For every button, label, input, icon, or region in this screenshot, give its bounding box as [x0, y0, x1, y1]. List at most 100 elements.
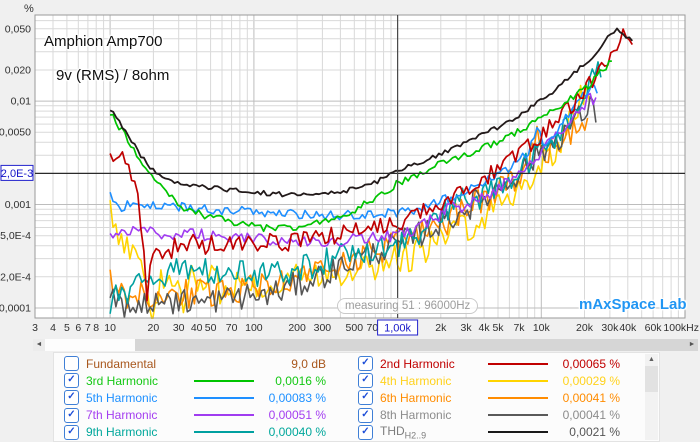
x-tick-label: 5 [64, 322, 70, 334]
x-tick-label: 200 [288, 322, 306, 334]
x-tick-label: 100kHz [663, 322, 699, 334]
y-tick-label: 0,050 [5, 23, 31, 35]
legend-value: 0,00041 % [562, 390, 620, 405]
legend-row: ✓ 3rd Harmonic 0,0016 % ✓ 4th Harmonic 0… [58, 372, 643, 389]
legend-value: 0,00040 % [268, 425, 326, 440]
series-9th-harmonic [109, 61, 602, 314]
legend-line-sample [488, 396, 548, 399]
legend-label: 2nd Harmonic [380, 356, 455, 371]
legend-line-sample [488, 362, 548, 365]
legend-row: Fundamental 9,0 dB ✓ 2nd Harmonic 0,0006… [58, 355, 643, 372]
legend-row: ✓ 9th Harmonic 0,00040 % ✓ THDH2..9 0,00… [58, 424, 643, 441]
measuring-status-tooltip: measuring 51 : 96000Hz [337, 298, 479, 314]
legend-line-sample [194, 396, 254, 399]
horizontal-scrollbar[interactable]: ◄ ► [33, 339, 698, 351]
fundamental-checkbox[interactable] [64, 356, 79, 372]
legend-label: 8th Harmonic [380, 408, 452, 423]
y-tick-label: 0,020 [5, 65, 31, 77]
x-tick-label: 40k [619, 322, 637, 334]
legend-item-9th-harmonic: ✓ 9th Harmonic 0,00040 % [58, 424, 352, 440]
x-tick-label: 6 [75, 322, 81, 334]
x-tick-label: 5k [492, 322, 504, 334]
legend-panel: Fundamental 9,0 dB ✓ 2nd Harmonic 0,0006… [53, 352, 660, 442]
plot-area[interactable] [35, 15, 685, 318]
x-tick-label: 4 [50, 322, 56, 334]
thd-subscript: H2..9 [404, 430, 427, 441]
9th-harmonic-checkbox[interactable]: ✓ [64, 424, 79, 440]
legend-label: 5th Harmonic [86, 390, 158, 405]
x-tick-label: 100 [245, 322, 263, 334]
x-tick-label: 300 [314, 322, 332, 334]
4th-harmonic-checkbox[interactable]: ✓ [358, 373, 373, 389]
legend-label: 9th Harmonic [86, 425, 158, 440]
y-tick-label: 0,0001 [0, 303, 31, 315]
legend-rows: Fundamental 9,0 dB ✓ 2nd Harmonic 0,0006… [58, 355, 643, 441]
legend-item-6th-harmonic: ✓ 6th Harmonic 0,00041 % [352, 390, 620, 406]
legend-row: ✓ 5th Harmonic 0,00083 % ✓ 6th Harmonic … [58, 389, 643, 406]
2nd-harmonic-checkbox[interactable]: ✓ [358, 356, 373, 372]
lab-watermark: mAxSpace Lab [579, 296, 687, 313]
distortion-chart-canvas[interactable]: 3 4 5 6 7 8 10 20 30 40 50 70 100 200 300 500 700 2k 3k 4k 5… [0, 0, 700, 338]
3rd-harmonic-checkbox[interactable]: ✓ [64, 373, 79, 389]
x-tick-label: 4k [479, 322, 491, 334]
legend-line-sample [194, 379, 254, 382]
legend-item-5th-harmonic: ✓ 5th Harmonic 0,00083 % [58, 390, 352, 406]
legend-label: 4th Harmonic [380, 373, 452, 388]
x-tick-label: 40 [191, 322, 203, 334]
legend-item-7th-harmonic: ✓ 7th Harmonic 0,00051 % [58, 407, 352, 423]
6th-harmonic-checkbox[interactable]: ✓ [358, 390, 373, 406]
legend-item-fundamental: Fundamental 9,0 dB [58, 356, 352, 372]
thd-checkbox[interactable]: ✓ [358, 424, 373, 440]
x-tick-label: 60k [645, 322, 663, 334]
series-2nd-harmonic [109, 28, 634, 302]
8th-harmonic-checkbox[interactable]: ✓ [358, 407, 373, 423]
cursor-freq-label: 1,00k [384, 323, 411, 335]
legend-value: 0,00051 % [268, 408, 326, 423]
legend-vertical-scrollbar[interactable]: ▲ [645, 354, 658, 440]
x-tick-label: 20 [148, 322, 160, 334]
x-tick-label: 30k [601, 322, 619, 334]
y-tick-label: 0,01 [11, 96, 32, 108]
horizontal-scroll-thumb[interactable] [45, 339, 135, 351]
legend-row: ✓ 7th Harmonic 0,00051 % ✓ 8th Harmonic … [58, 407, 643, 424]
x-tick-label: 3 [32, 322, 38, 334]
legend-label: 3rd Harmonic [86, 373, 159, 388]
x-tick-label: 10 [104, 322, 116, 334]
legend-value: 0,00083 % [268, 390, 326, 405]
scroll-up-arrow-icon[interactable]: ▲ [648, 356, 655, 363]
x-tick-label: 50 [205, 322, 217, 334]
legend-value: 0,00041 % [562, 408, 620, 423]
legend-value: 0,0016 % [275, 373, 326, 388]
5th-harmonic-checkbox[interactable]: ✓ [64, 390, 79, 406]
y-tick-label: 2,0E-4 [0, 271, 31, 283]
x-tick-label: 30 [173, 322, 185, 334]
legend-value: 0,0021 % [569, 425, 620, 440]
cursor-value-box [0, 164, 34, 181]
legend-line-sample [488, 379, 548, 382]
scroll-left-arrow-icon[interactable]: ◄ [33, 339, 45, 351]
legend-line-sample [194, 431, 254, 434]
legend-line-sample [194, 363, 254, 365]
x-tick-label: 20k [576, 322, 594, 334]
legend-label: Fundamental [86, 356, 157, 371]
x-tick-label: 7 [85, 322, 91, 334]
7th-harmonic-checkbox[interactable]: ✓ [64, 407, 79, 423]
chart-title: Amphion Amp700 [44, 33, 163, 50]
y-tick-label: 0,0050 [0, 127, 31, 139]
y-axis-unit-label: % [24, 3, 34, 15]
series-3rd-harmonic [109, 60, 612, 233]
x-tick-label: 500 [346, 322, 364, 334]
legend-line-sample [194, 414, 254, 417]
scroll-right-arrow-icon[interactable]: ► [686, 339, 698, 351]
y-tick-label: 0,001 [5, 199, 31, 211]
legend-item-thd: ✓ THDH2..9 0,0021 % [352, 424, 620, 441]
legend-value: 0,00065 % [562, 356, 620, 371]
series-thd [109, 27, 633, 198]
chart-subtitle: 9v (RMS) / 8ohm [56, 67, 170, 84]
legend-item-3rd-harmonic: ✓ 3rd Harmonic 0,0016 % [58, 373, 352, 389]
legend-scroll-thumb[interactable] [645, 366, 658, 392]
legend-line-sample [488, 414, 548, 417]
legend-label: THDH2..9 [380, 424, 427, 441]
cursor-value-label: 2,0E-3 [1, 168, 33, 180]
